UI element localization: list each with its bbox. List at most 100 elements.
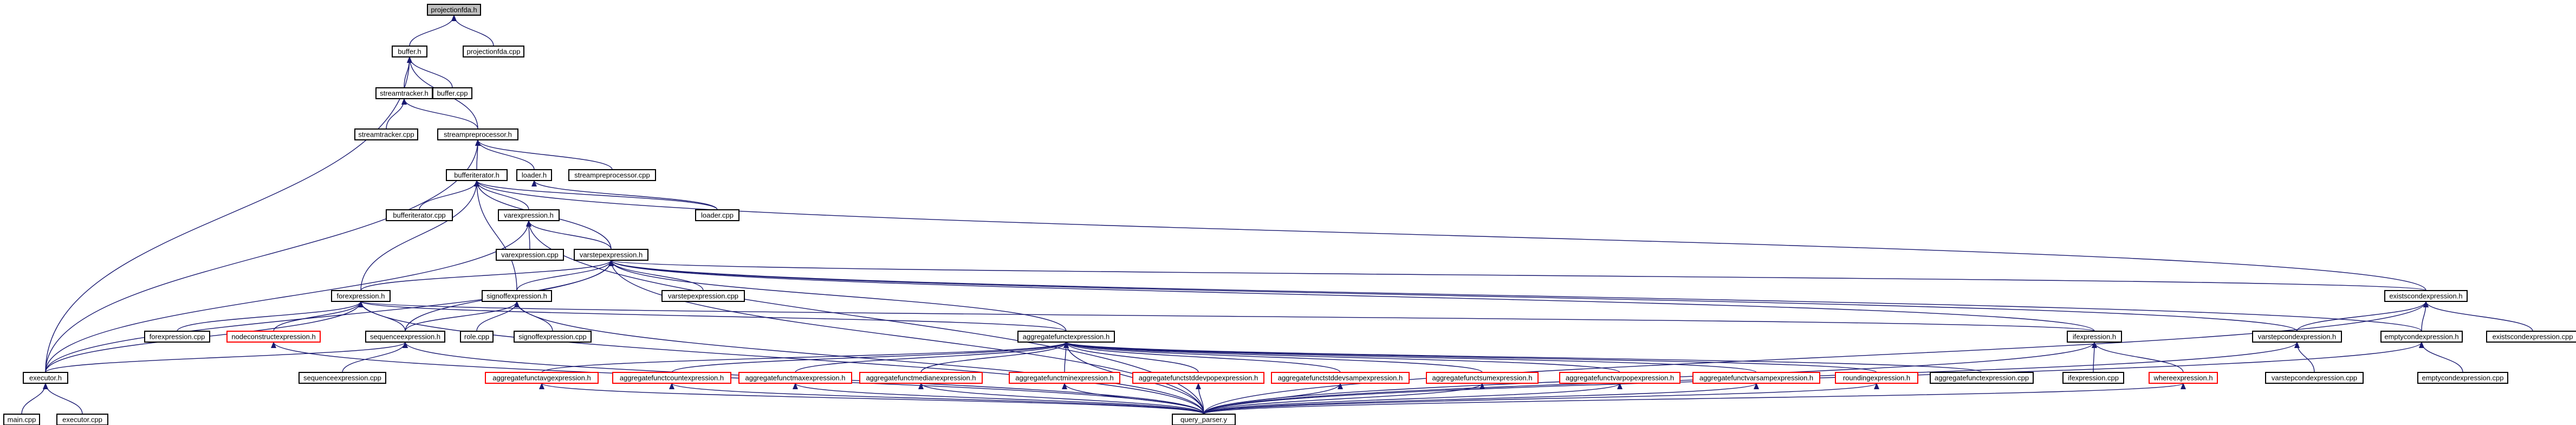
node-box — [514, 331, 592, 343]
node-signoffexpression-h[interactable]: signoffexpression.h — [482, 290, 552, 302]
node-aggregatefunctvarpopexpression-h[interactable]: aggregatefunctvarpopexpression.h — [1559, 372, 1680, 384]
edge-aggregatefunctstddevpopexpression_h-to-aggregatefunctexpression_h — [1063, 342, 1199, 373]
node-sequenceexpression-cpp[interactable]: sequenceexpression.cpp — [299, 372, 386, 384]
edge-query_parser_y-to-roundingexpression_h — [1203, 383, 1879, 415]
node-aggregatefunctavgexpression-h[interactable]: aggregatefunctavgexpression.h — [485, 372, 599, 384]
node-label: aggregatefunctavgexpression.h — [492, 374, 591, 382]
node-box — [568, 169, 656, 181]
node-box — [485, 372, 599, 384]
node-emptycondexpression-cpp[interactable]: emptycondexpression.cpp — [2417, 372, 2508, 384]
edge-loader_cpp-to-bufferiterator_h — [474, 180, 718, 210]
edge-buffer_cpp-to-buffer_h — [407, 56, 453, 88]
node-label: varexpression.h — [504, 211, 554, 220]
node-aggregatefunctmaxexpression-h[interactable]: aggregatefunctmaxexpression.h — [738, 372, 852, 384]
node-role-cpp[interactable]: role.cpp — [460, 331, 494, 343]
node-projectionfda-h[interactable]: projectionfda.h — [427, 4, 481, 16]
node-box — [365, 331, 445, 343]
node-streampreprocessor-h[interactable]: streampreprocessor.h — [437, 128, 518, 140]
node-varstepexpression-cpp[interactable]: varstepexpression.cpp — [661, 290, 745, 302]
node-signoffexpression-cpp[interactable]: signoffexpression.cpp — [514, 331, 592, 343]
node-forexpression-cpp[interactable]: forexpression.cpp — [144, 331, 210, 343]
edge-aggregatefunctmedianexpression_h-to-aggregatefunctexpression_h — [920, 342, 1069, 373]
node-aggregatefunctsumexpression-h[interactable]: aggregatefunctsumexpression.h — [1426, 372, 1539, 384]
node-box — [574, 249, 648, 261]
edge-forexpression_h-to-varstepexpression_h — [360, 260, 614, 291]
node-whereexpression-h[interactable]: whereexpression.h — [2149, 372, 2218, 384]
node-label: aggregatefunctvarpopexpression.h — [1566, 374, 1674, 382]
node-main-cpp[interactable]: main.cpp — [3, 414, 40, 425]
edge-query_parser_y-to-existscondexpression_h — [1203, 301, 2429, 415]
node-emptycondexpression-h[interactable]: emptycondexpression.h — [2380, 331, 2463, 343]
node-varstepcondexpression-h[interactable]: varstepcondexpression.h — [2252, 331, 2342, 343]
node-varstepcondexpression-cpp[interactable]: varstepcondexpression.cpp — [2265, 372, 2364, 384]
node-existscondexpression-h[interactable]: existscondexpression.h — [2384, 290, 2468, 302]
edge-signoffexpression_h-to-bufferiterator_h — [474, 180, 517, 291]
node-existscondexpression-cpp[interactable]: existscondexpression.cpp — [2486, 331, 2576, 343]
node-varstepexpression-h[interactable]: varstepexpression.h — [574, 249, 648, 261]
node-ifexpression-h[interactable]: ifexpression.h — [2067, 331, 2122, 343]
node-label: signoffexpression.h — [486, 292, 547, 300]
edge-executor_h-to-varexpression_h — [45, 220, 531, 373]
node-label: aggregatefunctexpression.cpp — [1935, 374, 2029, 382]
node-box — [1172, 414, 1236, 425]
node-sequenceexpression-h[interactable]: sequenceexpression.h — [365, 331, 445, 343]
edge-forexpression_h-to-bufferiterator_h — [360, 180, 479, 291]
node-label: streampreprocessor.cpp — [574, 171, 650, 179]
edge-ifexpression_h-to-varstepexpression_h — [608, 260, 2095, 332]
node-box — [299, 372, 386, 384]
node-label: role.cpp — [464, 333, 489, 341]
node-streamtracker-cpp[interactable]: streamtracker.cpp — [354, 128, 418, 140]
node-label: varstepexpression.h — [580, 251, 643, 259]
node-box — [612, 372, 731, 384]
node-aggregatefunctcountexpression-h[interactable]: aggregatefunctcountexpression.h — [612, 372, 731, 384]
edge-aggregatefunctminexpression_h-to-aggregatefunctexpression_h — [1063, 342, 1069, 373]
node-varexpression-cpp[interactable]: varexpression.cpp — [496, 249, 564, 261]
node-roundingexpression-h[interactable]: roundingexpression.h — [1835, 372, 1918, 384]
node-varexpression-h[interactable]: varexpression.h — [498, 209, 560, 221]
node-ifexpression-cpp[interactable]: ifexpression.cpp — [2062, 372, 2124, 384]
node-label: nodeconstructexpression.h — [231, 333, 315, 341]
node-box — [661, 290, 745, 302]
node-buffer-h[interactable]: buffer.h — [392, 46, 427, 57]
node-label: roundingexpression.h — [1843, 374, 1910, 382]
node-label: ifexpression.h — [2073, 333, 2116, 341]
node-query-parser-y[interactable]: query_parser.y — [1172, 414, 1236, 425]
node-streampreprocessor-cpp[interactable]: streampreprocessor.cpp — [568, 169, 656, 181]
node-streamtracker-h[interactable]: streamtracker.h — [375, 87, 433, 99]
node-box — [23, 372, 68, 384]
edge-query_parser_y-to-aggregatefunctstddevpopexpression_h — [1196, 383, 1204, 415]
node-aggregatefunctstddevpopexpression-h[interactable]: aggregatefunctstddevpopexpression.h — [1132, 372, 1264, 384]
node-label: aggregatefunctmedianexpression.h — [866, 374, 976, 382]
edge-aggregatefunctexpression_h-to-varstepexpression_h — [608, 260, 1067, 332]
node-label: streamtracker.cpp — [358, 131, 414, 139]
node-box — [463, 46, 524, 57]
node-aggregatefunctvarsampexpression-h[interactable]: aggregatefunctvarsampexpression.h — [1692, 372, 1820, 384]
edge-varstepcondexpression_h-to-existscondexpression_h — [2296, 301, 2429, 332]
edge-aggregatefunctsumexpression_h-to-aggregatefunctexpression_h — [1063, 342, 1483, 373]
node-loader-cpp[interactable]: loader.cpp — [695, 209, 739, 221]
node-box — [1692, 372, 1820, 384]
node-forexpression-h[interactable]: forexpression.h — [331, 290, 391, 302]
node-aggregatefunctexpression-cpp[interactable]: aggregatefunctexpression.cpp — [1930, 372, 2034, 384]
node-aggregatefunctmedianexpression-h[interactable]: aggregatefunctmedianexpression.h — [859, 372, 983, 384]
edge-varstepcondexpression_cpp-to-varstepcondexpression_h — [2294, 342, 2315, 373]
edge-existscondexpression_h-to-varstepexpression_h — [609, 260, 2426, 291]
node-nodeconstructexpression-h[interactable]: nodeconstructexpression.h — [226, 331, 321, 343]
edge-buffer_h-to-projectionfda_h — [409, 15, 457, 47]
edge-ifexpression_h-to-forexpression_h — [359, 301, 2095, 332]
node-loader-h[interactable]: loader.h — [516, 169, 552, 181]
node-box — [2062, 372, 2124, 384]
node-projectionfda-cpp[interactable]: projectionfda.cpp — [463, 46, 524, 57]
node-aggregatefunctstddevsampexpression-h[interactable]: aggregatefunctstddevsampexpression.h — [1271, 372, 1410, 384]
node-label: executor.h — [29, 374, 62, 382]
node-executor-h[interactable]: executor.h — [23, 372, 68, 384]
node-aggregatefunctminexpression-h[interactable]: aggregatefunctminexpression.h — [1009, 372, 1120, 384]
node-box — [432, 87, 472, 99]
edge-whereexpression_h-to-ifexpression_h — [2092, 342, 2184, 373]
edge-emptycondexpression_cpp-to-emptycondexpression_h — [2419, 342, 2463, 373]
node-bufferiterator-h[interactable]: bufferiterator.h — [446, 169, 508, 181]
node-bufferiterator-cpp[interactable]: bufferiterator.cpp — [386, 209, 453, 221]
node-buffer-cpp[interactable]: buffer.cpp — [432, 87, 472, 99]
node-executor-cpp[interactable]: executor.cpp — [56, 414, 108, 425]
node-aggregatefunctexpression-h[interactable]: aggregatefunctexpression.h — [1017, 331, 1115, 343]
